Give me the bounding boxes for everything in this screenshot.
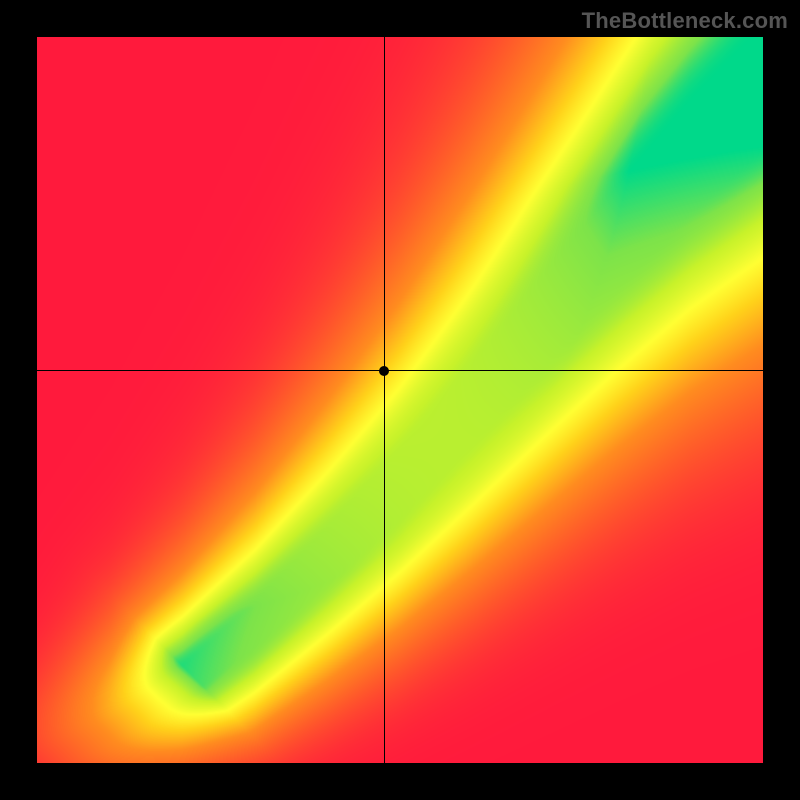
chart-container: TheBottleneck.com bbox=[0, 0, 800, 800]
crosshair-vertical bbox=[384, 37, 385, 763]
crosshair-horizontal bbox=[37, 370, 763, 371]
crosshair-dot bbox=[379, 366, 389, 376]
heatmap-canvas bbox=[37, 37, 763, 763]
watermark-text: TheBottleneck.com bbox=[582, 8, 788, 34]
